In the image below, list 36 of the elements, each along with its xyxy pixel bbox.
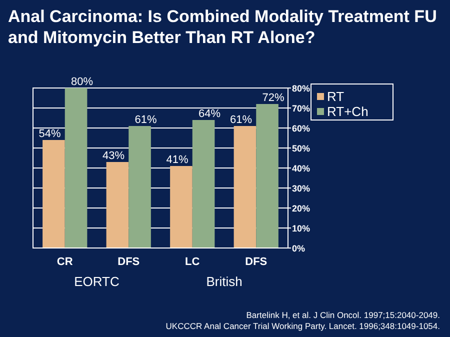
y-tick-label: 20% (292, 204, 310, 214)
y-tick-label: 0% (292, 244, 306, 254)
legend-label: RT+Ch (327, 104, 368, 119)
data-label: 64% (198, 108, 221, 120)
y-tick-label: 70% (292, 104, 310, 114)
bar (170, 166, 192, 248)
data-label: 43% (102, 150, 125, 162)
data-label: 80% (71, 76, 94, 88)
x-tick-label: DFS (245, 256, 268, 268)
y-tick-label: 40% (292, 164, 310, 174)
text: Bartelink H, et al. J Clin Oncol. 1997;15:2040-2049. (246, 310, 440, 320)
bar (106, 162, 129, 248)
x-tick-label: LC (185, 256, 200, 268)
bar (256, 104, 278, 248)
y-tick-label: 10% (292, 224, 310, 234)
bar (192, 120, 215, 248)
text: EORTC (74, 274, 120, 289)
y-tick-label: 80% (292, 84, 310, 94)
y-tick-label: 30% (292, 184, 310, 194)
text: British (206, 274, 242, 289)
data-label: 54% (38, 128, 61, 140)
bar (42, 140, 65, 248)
x-tick-label: CR (56, 256, 73, 268)
x-tick-label: DFS (118, 256, 140, 268)
data-label: 72% (262, 92, 284, 104)
bar (64, 88, 88, 248)
text: UKCCCR Anal Cancer Trial Working Party. Lancet. 1996;348:1049-1054. (166, 321, 440, 331)
legend-label: RT (327, 89, 344, 104)
y-tick-label: 60% (292, 124, 310, 134)
data-label: 41% (166, 154, 188, 166)
y-tick-label: 50% (292, 144, 310, 154)
bar (234, 126, 256, 248)
data-label: 61% (134, 114, 157, 126)
chart-title: Anal Carcinoma: Is Combined Modality Treatment FU and Mitomycin Better Than RT Alone? (8, 7, 437, 47)
data-label: 61% (230, 114, 252, 126)
bar (128, 126, 151, 248)
